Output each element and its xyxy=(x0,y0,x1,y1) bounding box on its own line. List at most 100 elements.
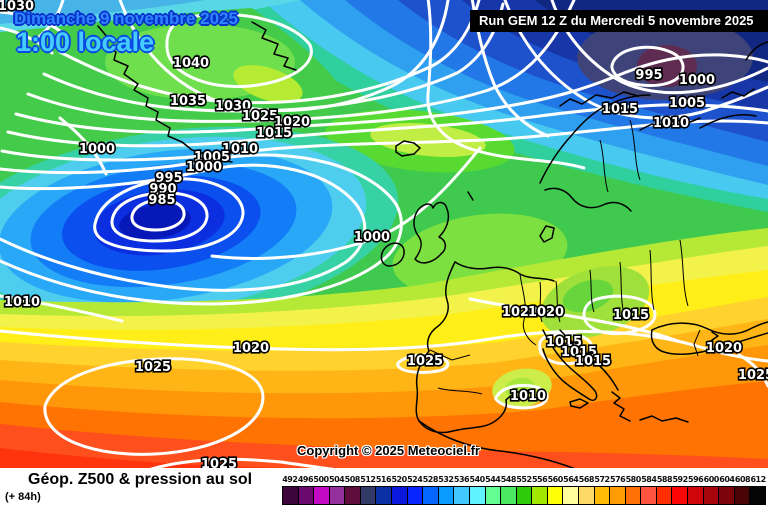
colorbar-swatch xyxy=(702,486,720,505)
colorbar-tick: 564 xyxy=(563,475,579,484)
colorbar-tick: 608 xyxy=(734,475,751,484)
model-run-bar: Run GEM 12 Z du Mercredi 5 novembre 2025 xyxy=(470,10,768,32)
chart-title: Géop. Z500 & pression au sol xyxy=(28,471,253,488)
colorbar-swatch xyxy=(515,486,533,505)
colorbar-swatch xyxy=(593,486,611,505)
isobar-contours xyxy=(0,0,768,468)
model-run-label: Run GEM 12 Z du Mercredi 5 novembre 2025 xyxy=(479,13,754,28)
colorbar-swatch xyxy=(437,486,455,505)
pressure-label: 1000 xyxy=(186,160,222,175)
pressure-label: 1015 xyxy=(546,335,582,350)
pressure-label: 1000 xyxy=(79,142,115,157)
pressure-label: 995 xyxy=(155,171,182,186)
colorbar-tick: 588 xyxy=(656,475,673,484)
pressure-label: 1015 xyxy=(561,345,597,360)
colorbar-tick: 540 xyxy=(469,475,486,484)
pressure-label: 1010 xyxy=(510,389,546,404)
colorbar-swatch xyxy=(297,486,315,505)
colorbar-swatch xyxy=(484,486,502,505)
colorbar-swatch xyxy=(391,486,408,505)
colorbar-tick: 536 xyxy=(453,475,470,484)
pressure-label: 1010 xyxy=(653,116,689,131)
map-canvas: 1030 1040 1035 1030 1025 1020 1015 1010 1005 1000… xyxy=(0,0,768,468)
forecast-hour-label: (+ 84h) xyxy=(5,491,41,503)
pressure-label: 1025 xyxy=(242,109,278,124)
colorbar-tick: 612 xyxy=(750,475,766,484)
colorbar-swatch xyxy=(453,486,470,505)
colorbar-tick: 548 xyxy=(500,475,517,484)
colorbar-tick: 584 xyxy=(641,475,657,484)
forecast-time-label: 1:00 locale xyxy=(16,27,155,57)
pressure-label: 1040 xyxy=(173,56,209,71)
colorbar-tick: 560 xyxy=(547,475,564,484)
colorbar-swatch xyxy=(422,486,439,505)
colorbar-tick: 520 xyxy=(391,475,407,484)
colorbar-tick: 508 xyxy=(344,475,361,484)
pressure-label: 1015 xyxy=(602,102,638,117)
colorbar-tick: 516 xyxy=(375,475,392,484)
pressure-label: 1000 xyxy=(354,230,390,245)
pressure-label: 1020 xyxy=(706,341,742,356)
colorbar-tick: 528 xyxy=(422,475,439,484)
colorbar-swatch xyxy=(671,486,689,505)
colorbar-swatch xyxy=(546,486,564,505)
pressure-label: 1005 xyxy=(194,150,230,165)
pressure-label: 1035 xyxy=(170,94,206,109)
colorbar-tick: 512 xyxy=(360,475,376,484)
pressure-label: 1025 xyxy=(738,368,768,383)
pressure-label: 985 xyxy=(148,193,175,208)
colorbar-tick: 604 xyxy=(719,475,735,484)
colorbar-tick: 576 xyxy=(610,475,626,484)
z500-colorbar: 492 496 500 504 508 512 516 520 524 528 532 536 540 5… xyxy=(282,475,766,505)
colorbar-tick: 496 xyxy=(297,475,314,484)
colorbar-swatch xyxy=(344,486,361,505)
colorbar-swatch xyxy=(500,486,517,505)
colorbar-ticks: 492 496 500 504 508 512 516 520 524 528 532 536 540 5… xyxy=(282,475,766,485)
pressure-label: 1005 xyxy=(669,96,705,111)
pressure-label: 1030 xyxy=(0,0,34,14)
pressure-label: 1010 xyxy=(4,295,40,310)
forecast-date-label: Dimanche 9 novembre 2025 xyxy=(14,9,238,28)
colorbar-tick: 556 xyxy=(531,475,548,484)
colorbar-swatch xyxy=(468,486,486,505)
colorbar-swatches xyxy=(282,486,766,505)
geopotential-field xyxy=(0,0,768,468)
colorbar-swatch xyxy=(718,486,735,505)
colorbar-swatch xyxy=(562,486,579,505)
legend-strip: Géop. Z500 & pression au sol (+ 84h) 492… xyxy=(0,468,768,512)
colorbar-swatch xyxy=(749,486,766,505)
colorbar-swatch xyxy=(328,486,346,505)
pressure-label: 995 xyxy=(635,68,662,83)
colorbar-tick: 492 xyxy=(282,475,298,484)
pressure-label: 1015 xyxy=(613,308,649,323)
colorbar-swatch xyxy=(282,486,299,505)
colorbar-tick: 568 xyxy=(578,475,595,484)
colorbar-swatch xyxy=(624,486,642,505)
pressure-label: 1000 xyxy=(679,73,715,88)
colorbar-tick: 580 xyxy=(625,475,642,484)
pressure-label: 1020 xyxy=(233,341,269,356)
colorbar-tick: 600 xyxy=(703,475,720,484)
pressure-label: 1025 xyxy=(407,354,443,369)
colorbar-swatch xyxy=(655,486,673,505)
colorbar-swatch xyxy=(375,486,393,505)
country-borders xyxy=(429,119,701,395)
colorbar-tick: 524 xyxy=(407,475,423,484)
colorbar-tick: 500 xyxy=(313,475,329,484)
colorbar-swatch xyxy=(687,486,704,505)
pressure-label: 1020 xyxy=(502,305,538,320)
colorbar-swatch xyxy=(531,486,548,505)
pressure-label: 1015 xyxy=(256,126,292,141)
colorbar-swatch xyxy=(577,486,595,505)
copyright-label: Copyright © 2025 Meteociel.fr xyxy=(297,443,480,458)
pressure-label: 1010 xyxy=(222,142,258,157)
colorbar-tick: 544 xyxy=(485,475,501,484)
pressure-label: 1020 xyxy=(274,115,310,130)
coastlines xyxy=(97,21,768,468)
colorbar-tick: 572 xyxy=(594,475,610,484)
colorbar-tick: 504 xyxy=(329,475,345,484)
colorbar-tick: 596 xyxy=(688,475,704,484)
pressure-label: 990 xyxy=(149,182,176,197)
